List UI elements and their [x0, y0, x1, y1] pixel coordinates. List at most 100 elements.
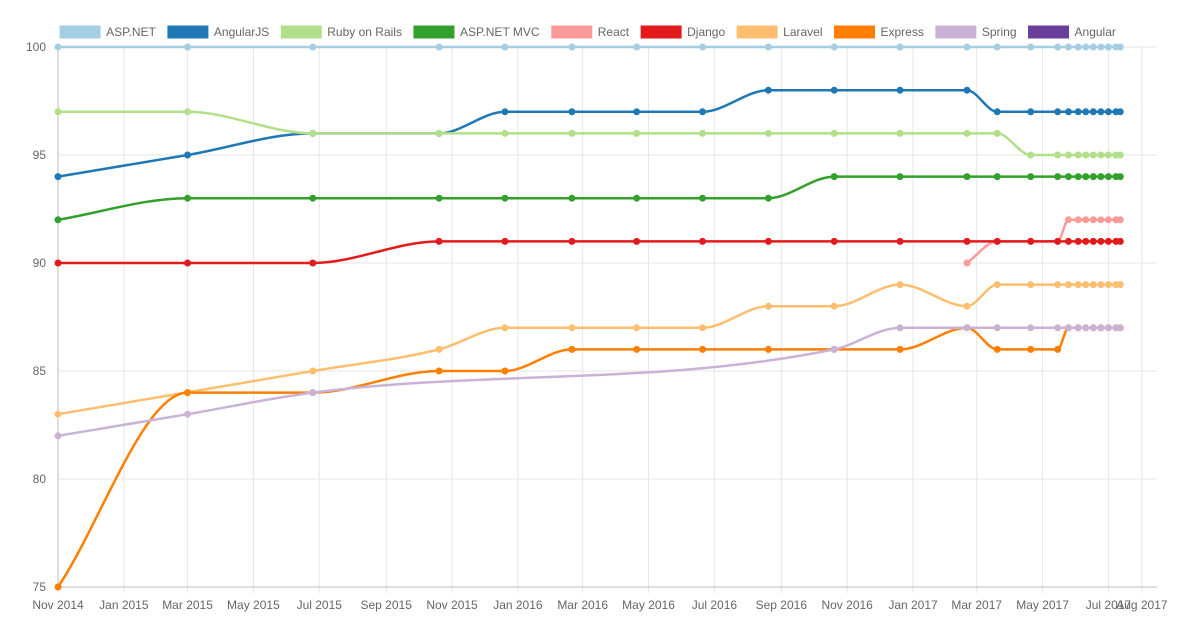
data-point-django[interactable] [633, 237, 641, 245]
data-point-spring[interactable] [1097, 324, 1105, 332]
data-point-ruby-on-rails[interactable] [1027, 151, 1035, 159]
data-point-laravel[interactable] [1116, 281, 1124, 289]
data-point-django[interactable] [1027, 237, 1035, 245]
data-point-laravel[interactable] [1027, 281, 1035, 289]
data-point-ruby-on-rails[interactable] [1074, 151, 1082, 159]
data-point-ruby-on-rails[interactable] [830, 129, 838, 137]
data-point-asp-net-mvc[interactable] [699, 194, 707, 202]
data-point-laravel[interactable] [1054, 281, 1062, 289]
data-point-ruby-on-rails[interactable] [184, 108, 192, 116]
data-point-ruby-on-rails[interactable] [1064, 151, 1072, 159]
data-point-django[interactable] [568, 237, 576, 245]
data-point-react[interactable] [1104, 216, 1112, 224]
data-point-react[interactable] [1064, 216, 1072, 224]
data-point-laravel[interactable] [309, 367, 317, 375]
data-point-react[interactable] [1082, 216, 1090, 224]
data-point-express[interactable] [184, 389, 192, 397]
data-point-laravel[interactable] [435, 345, 443, 353]
data-point-asp-net-mvc[interactable] [1054, 173, 1062, 181]
data-point-ruby-on-rails[interactable] [1097, 151, 1105, 159]
data-point-django[interactable] [309, 259, 317, 267]
data-point-spring[interactable] [1089, 324, 1097, 332]
data-point-asp-net-mvc[interactable] [54, 216, 62, 224]
data-point-asp-net-mvc[interactable] [568, 194, 576, 202]
legend-item-django[interactable]: Django [640, 25, 725, 39]
data-point-ruby-on-rails[interactable] [435, 129, 443, 137]
data-point-asp-net-mvc[interactable] [1064, 173, 1072, 181]
data-point-django[interactable] [54, 259, 62, 267]
data-point-angularjs[interactable] [963, 86, 971, 94]
data-point-spring[interactable] [1116, 324, 1124, 332]
data-point-angularjs[interactable] [1082, 108, 1090, 116]
data-point-asp-net-mvc[interactable] [963, 173, 971, 181]
data-point-spring[interactable] [830, 345, 838, 353]
data-point-asp-net[interactable] [633, 43, 641, 51]
data-point-asp-net-mvc[interactable] [764, 194, 772, 202]
data-point-express[interactable] [633, 345, 641, 353]
data-point-angularjs[interactable] [1064, 108, 1072, 116]
data-point-angularjs[interactable] [1027, 108, 1035, 116]
data-point-spring[interactable] [1027, 324, 1035, 332]
data-point-asp-net[interactable] [896, 43, 904, 51]
data-point-asp-net[interactable] [830, 43, 838, 51]
data-point-asp-net-mvc[interactable] [184, 194, 192, 202]
data-point-ruby-on-rails[interactable] [1054, 151, 1062, 159]
data-point-laravel[interactable] [896, 281, 904, 289]
data-point-angularjs[interactable] [501, 108, 509, 116]
data-point-django[interactable] [699, 237, 707, 245]
data-point-asp-net[interactable] [1089, 43, 1097, 51]
data-point-express[interactable] [435, 367, 443, 375]
data-point-laravel[interactable] [830, 302, 838, 310]
data-point-laravel[interactable] [1089, 281, 1097, 289]
data-point-spring[interactable] [1082, 324, 1090, 332]
data-point-angularjs[interactable] [993, 108, 1001, 116]
data-point-express[interactable] [568, 345, 576, 353]
data-point-asp-net-mvc[interactable] [1074, 173, 1082, 181]
data-point-angularjs[interactable] [184, 151, 192, 159]
data-point-django[interactable] [963, 237, 971, 245]
data-point-laravel[interactable] [1097, 281, 1105, 289]
data-point-asp-net-mvc[interactable] [501, 194, 509, 202]
data-point-django[interactable] [1097, 237, 1105, 245]
data-point-express[interactable] [699, 345, 707, 353]
data-point-asp-net-mvc[interactable] [435, 194, 443, 202]
data-point-angularjs[interactable] [1054, 108, 1062, 116]
data-point-laravel[interactable] [963, 302, 971, 310]
data-point-asp-net-mvc[interactable] [309, 194, 317, 202]
data-point-laravel[interactable] [1064, 281, 1072, 289]
legend-item-express[interactable]: Express [834, 25, 924, 39]
data-point-react[interactable] [1116, 216, 1124, 224]
data-point-django[interactable] [184, 259, 192, 267]
legend-item-react[interactable]: React [551, 25, 630, 39]
data-point-django[interactable] [1104, 237, 1112, 245]
data-point-asp-net[interactable] [1116, 43, 1124, 51]
data-point-spring[interactable] [184, 410, 192, 418]
data-point-spring[interactable] [993, 324, 1001, 332]
data-point-asp-net-mvc[interactable] [1116, 173, 1124, 181]
data-point-laravel[interactable] [993, 281, 1001, 289]
data-point-angularjs[interactable] [1089, 108, 1097, 116]
data-point-ruby-on-rails[interactable] [568, 129, 576, 137]
data-point-angularjs[interactable] [1074, 108, 1082, 116]
data-point-spring[interactable] [1074, 324, 1082, 332]
data-point-ruby-on-rails[interactable] [993, 129, 1001, 137]
data-point-laravel[interactable] [633, 324, 641, 332]
data-point-laravel[interactable] [699, 324, 707, 332]
data-point-asp-net[interactable] [435, 43, 443, 51]
data-point-asp-net[interactable] [1104, 43, 1112, 51]
data-point-angularjs[interactable] [699, 108, 707, 116]
data-point-ruby-on-rails[interactable] [1082, 151, 1090, 159]
data-point-asp-net[interactable] [309, 43, 317, 51]
data-point-django[interactable] [1074, 237, 1082, 245]
data-point-django[interactable] [501, 237, 509, 245]
data-point-asp-net-mvc[interactable] [896, 173, 904, 181]
data-point-asp-net[interactable] [963, 43, 971, 51]
data-point-ruby-on-rails[interactable] [54, 108, 62, 116]
data-point-laravel[interactable] [568, 324, 576, 332]
data-point-asp-net[interactable] [699, 43, 707, 51]
legend-item-angularjs[interactable]: AngularJS [167, 25, 269, 39]
data-point-spring[interactable] [1104, 324, 1112, 332]
data-point-spring[interactable] [896, 324, 904, 332]
legend-item-laravel[interactable]: Laravel [736, 25, 823, 39]
data-point-express[interactable] [896, 345, 904, 353]
